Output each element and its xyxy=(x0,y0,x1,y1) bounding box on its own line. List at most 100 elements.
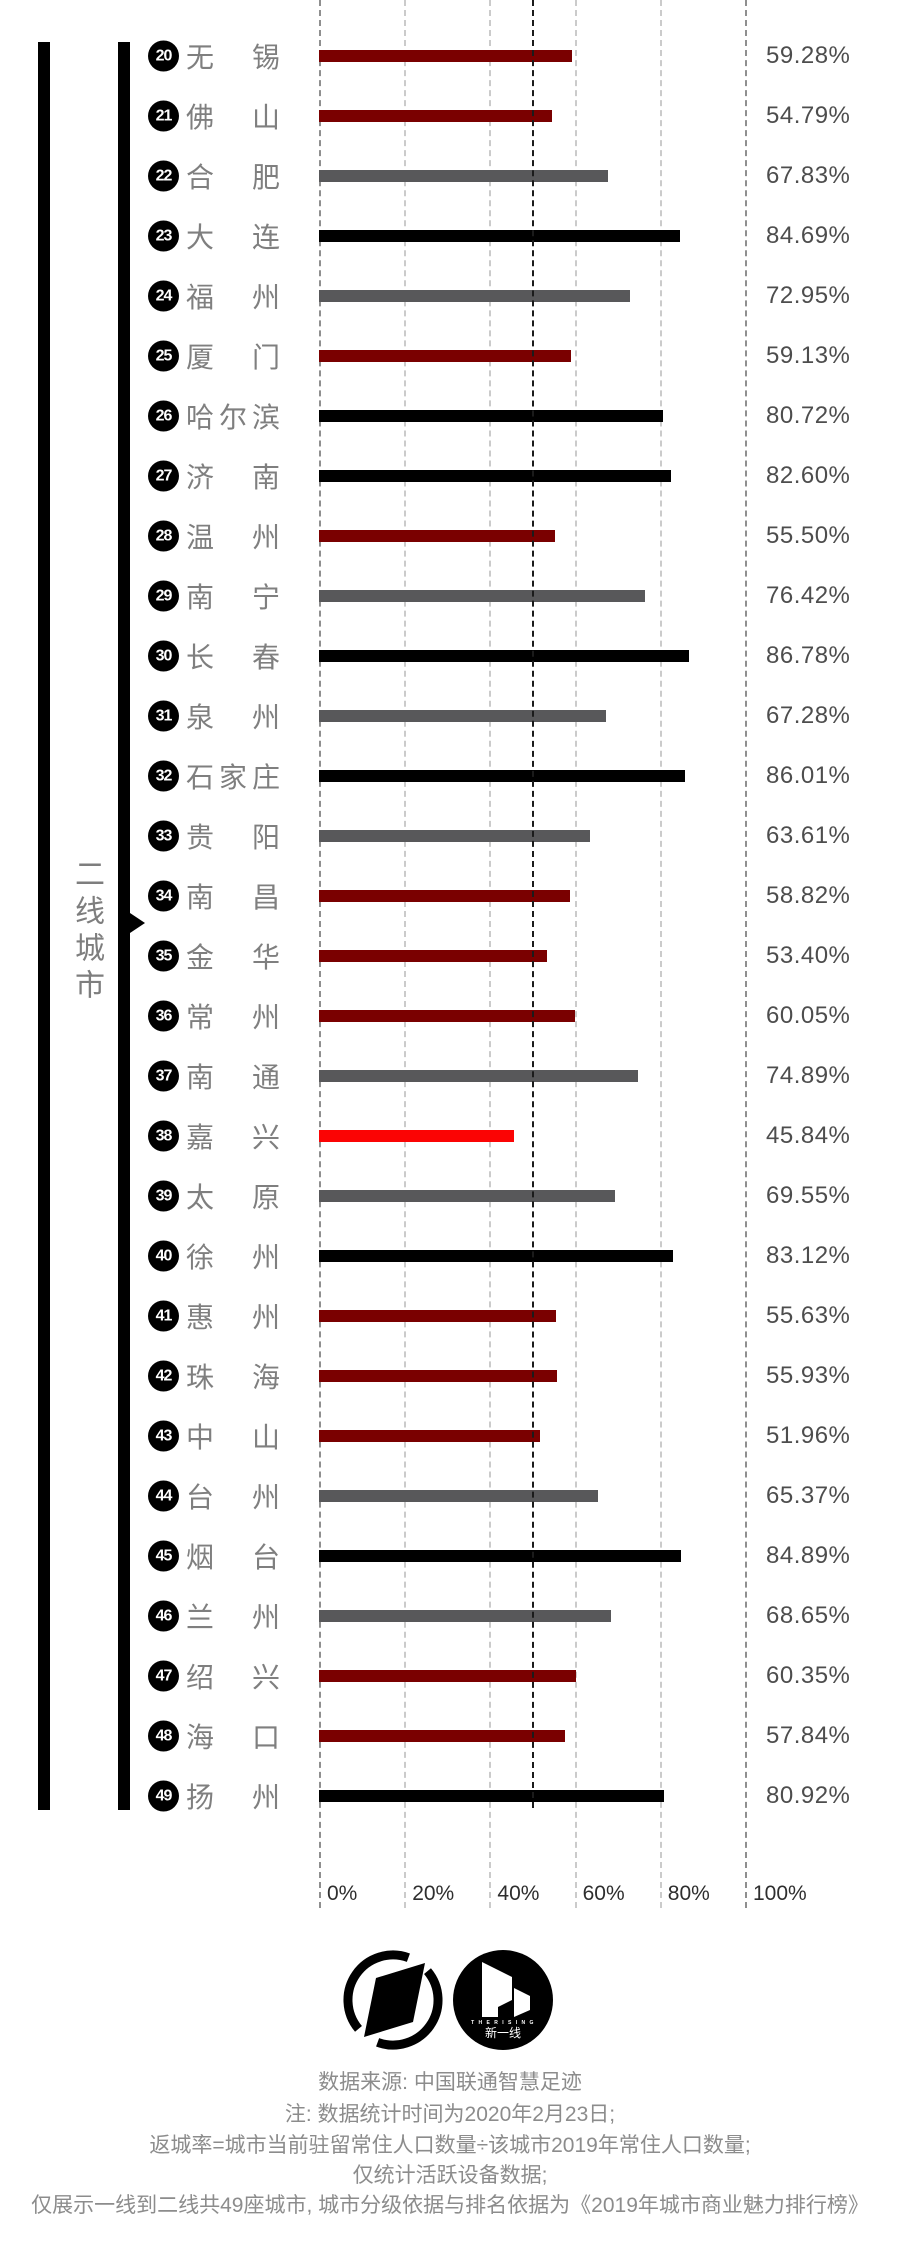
city-name-char: 锡 xyxy=(251,42,280,73)
value-label: 72.95% xyxy=(766,282,851,309)
chart-row: 40 徐州 83.12% xyxy=(0,1226,900,1286)
rank-badge: 27 xyxy=(148,460,179,492)
city-name: 无锡 xyxy=(186,36,280,76)
city-name: 长春 xyxy=(186,636,280,676)
city-name: 泉州 xyxy=(186,696,280,736)
rank-badge: 42 xyxy=(148,1360,179,1392)
city-name-char: 南 xyxy=(186,882,215,913)
chart-row: 25 厦门 59.13% xyxy=(0,326,900,386)
city-name-char: 口 xyxy=(251,1722,280,1753)
rank-badge: 24 xyxy=(148,280,179,312)
data-source-line: 数据来源: 中国联通智慧足迹 xyxy=(318,2071,582,2094)
city-name: 太原 xyxy=(186,1176,280,1216)
chart-row: 35 金华 53.40% xyxy=(0,926,900,986)
value-label: 59.13% xyxy=(766,342,851,369)
gridline-100% xyxy=(745,0,747,1908)
value-bar xyxy=(319,470,671,482)
city-name-char: 春 xyxy=(251,642,280,673)
value-bar xyxy=(319,410,663,422)
city-name-char: 阳 xyxy=(251,822,280,853)
city-name: 兰州 xyxy=(186,1596,280,1636)
note-line-2: 返城率=城市当前驻留常住人口数量÷该城市2019年常住人口数量; xyxy=(149,2134,751,2157)
value-bar xyxy=(319,1250,674,1262)
city-name-char: 石 xyxy=(186,762,215,793)
city-name-char: 绍 xyxy=(186,1662,215,1693)
axis-tick-label: 100% xyxy=(753,1882,807,1905)
city-name: 贵阳 xyxy=(186,816,280,856)
city-name-char: 佛 xyxy=(186,102,215,133)
chart-row: 24 福州 72.95% xyxy=(0,266,900,326)
city-name-char: 济 xyxy=(186,462,215,493)
city-name: 徐州 xyxy=(186,1236,280,1276)
rank-badge: 37 xyxy=(148,1060,179,1092)
city-name-char: 台 xyxy=(251,1542,280,1573)
dt-finance-logo-icon xyxy=(343,1950,443,2050)
city-name: 惠州 xyxy=(186,1296,280,1336)
city-name-char: 华 xyxy=(251,942,280,973)
city-name: 南通 xyxy=(186,1056,280,1096)
rank-badge: 41 xyxy=(148,1300,179,1332)
city-name-char: 宁 xyxy=(251,582,280,613)
note-line-3: 仅统计活跃设备数据; xyxy=(352,2164,548,2187)
city-name-char: 尔 xyxy=(218,402,247,433)
city-name: 哈尔滨 xyxy=(186,396,280,436)
city-name-char: 泉 xyxy=(186,702,215,733)
value-label: 86.78% xyxy=(766,642,851,669)
axis-tick-label: 40% xyxy=(497,1882,540,1905)
city-name-char: 门 xyxy=(251,342,280,373)
rank-badge: 23 xyxy=(148,220,179,252)
chart-row: 23 大连 84.69% xyxy=(0,206,900,266)
value-bar xyxy=(319,770,686,782)
city-name: 台州 xyxy=(186,1476,280,1516)
city-name-char: 太 xyxy=(186,1182,215,1213)
city-name-char: 哈 xyxy=(186,402,215,433)
value-bar xyxy=(319,110,553,122)
value-bar xyxy=(319,590,645,602)
rank-badge: 40 xyxy=(148,1240,179,1272)
rank-badge: 49 xyxy=(148,1780,179,1812)
city-name: 济南 xyxy=(186,456,280,496)
city-name-char: 徐 xyxy=(186,1242,215,1273)
rising-lab-logo-subtext: T H E R I S I N G xyxy=(471,2020,535,2026)
city-name-char: 长 xyxy=(186,642,215,673)
city-name: 嘉兴 xyxy=(186,1116,280,1156)
chart-row: 29 南宁 76.42% xyxy=(0,566,900,626)
city-name-char: 贵 xyxy=(186,822,215,853)
city-name-char: 州 xyxy=(251,1482,280,1513)
city-name-char: 庄 xyxy=(251,762,280,793)
chart-row: 47 绍兴 60.35% xyxy=(0,1646,900,1706)
value-bar xyxy=(319,1610,612,1622)
rank-badge: 47 xyxy=(148,1660,179,1692)
rank-badge: 22 xyxy=(148,160,179,192)
value-bar xyxy=(319,1790,664,1802)
city-name: 大连 xyxy=(186,216,280,256)
value-label: 54.79% xyxy=(766,102,851,129)
value-label: 67.28% xyxy=(766,702,851,729)
axis-tick-label: 80% xyxy=(667,1882,710,1905)
city-name-char: 嘉 xyxy=(186,1122,215,1153)
value-bar xyxy=(319,1370,558,1382)
city-name-char: 州 xyxy=(251,1002,280,1033)
reference-line-50pct-icon xyxy=(532,0,534,1808)
city-name-char: 兴 xyxy=(251,1122,280,1153)
city-name: 南宁 xyxy=(186,576,280,616)
value-bar xyxy=(319,950,547,962)
value-bar xyxy=(319,710,606,722)
rank-badge: 45 xyxy=(148,1540,179,1572)
value-label: 80.72% xyxy=(766,402,851,429)
chart-row: 32 石家庄 86.01% xyxy=(0,746,900,806)
value-label: 63.61% xyxy=(766,822,851,849)
city-name-char: 扬 xyxy=(186,1782,215,1813)
value-label: 74.89% xyxy=(766,1062,851,1089)
value-label: 76.42% xyxy=(766,582,851,609)
city-name-char: 州 xyxy=(251,702,280,733)
city-name-char: 南 xyxy=(251,462,280,493)
city-name: 南昌 xyxy=(186,876,280,916)
value-label: 69.55% xyxy=(766,1182,851,1209)
value-label: 53.40% xyxy=(766,942,851,969)
axis-tick-label: 60% xyxy=(582,1882,625,1905)
rank-badge: 43 xyxy=(148,1420,179,1452)
city-name: 中山 xyxy=(186,1416,280,1456)
value-bar xyxy=(319,1730,566,1742)
chart-row: 45 烟台 84.89% xyxy=(0,1526,900,1586)
